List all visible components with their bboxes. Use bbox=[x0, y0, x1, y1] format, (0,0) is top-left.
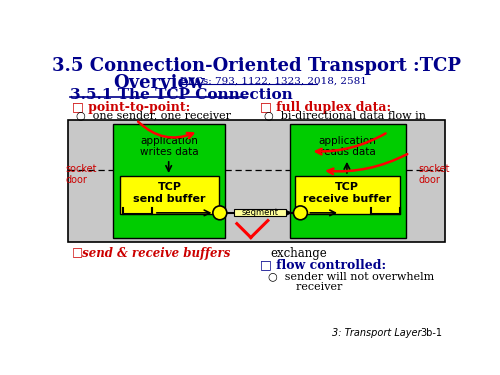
Text: 3.5 Connection-Oriented Transport :TCP: 3.5 Connection-Oriented Transport :TCP bbox=[52, 57, 461, 75]
Text: 3b-1: 3b-1 bbox=[420, 328, 442, 338]
Text: TCP
send buffer: TCP send buffer bbox=[133, 182, 206, 204]
Circle shape bbox=[213, 206, 227, 220]
Text: application
reads data: application reads data bbox=[319, 136, 376, 158]
Text: exchange: exchange bbox=[270, 247, 327, 260]
Bar bbox=[113, 124, 225, 238]
Text: socket
door: socket door bbox=[66, 164, 97, 185]
Text: □ point-to-point:: □ point-to-point: bbox=[72, 101, 190, 114]
Bar bbox=[234, 209, 286, 216]
Text: ○  sender will not overwhelm: ○ sender will not overwhelm bbox=[268, 272, 434, 281]
Text: application
writes data: application writes data bbox=[140, 136, 198, 158]
Text: Overview: Overview bbox=[113, 74, 204, 92]
Text: □: □ bbox=[72, 247, 83, 260]
Text: RFCs: 793, 1122, 1323, 2018, 2581: RFCs: 793, 1122, 1323, 2018, 2581 bbox=[180, 76, 367, 86]
Text: ○  one sender, one receiver: ○ one sender, one receiver bbox=[76, 111, 232, 120]
Bar bbox=[68, 120, 444, 242]
Bar bbox=[295, 176, 400, 214]
Text: □ flow controlled:: □ flow controlled: bbox=[260, 258, 386, 271]
Text: □ full duplex data:: □ full duplex data: bbox=[260, 101, 391, 114]
Text: 3: Transport Layer: 3: Transport Layer bbox=[332, 328, 422, 338]
Text: 3.5.1 The TCP Connection: 3.5.1 The TCP Connection bbox=[70, 88, 293, 102]
Circle shape bbox=[294, 206, 308, 220]
Text: segment: segment bbox=[242, 208, 279, 217]
Text: socket
door: socket door bbox=[418, 164, 450, 185]
Text: TCP
receive buffer: TCP receive buffer bbox=[303, 182, 392, 204]
Text: ○  bi-directional data flow in: ○ bi-directional data flow in bbox=[264, 111, 426, 120]
Bar bbox=[120, 176, 219, 214]
Text: send & receive buffers: send & receive buffers bbox=[78, 247, 231, 260]
Bar bbox=[290, 124, 406, 238]
Text: receiver: receiver bbox=[268, 282, 342, 292]
